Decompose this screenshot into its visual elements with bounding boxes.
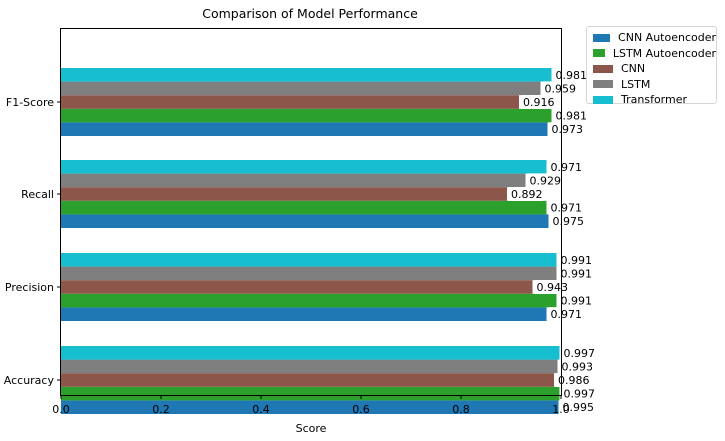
x-tick-label: 0.0 — [52, 403, 70, 416]
value-label-background — [550, 214, 585, 229]
bar-f1-score-lstm-autoencoder — [61, 108, 552, 123]
value-label: 0.973 — [552, 123, 584, 136]
legend-item: CNN — [593, 61, 716, 77]
legend-label: LSTM Autoencoder — [612, 46, 716, 60]
value-label-background — [556, 373, 590, 387]
bar-recall-cnn — [61, 187, 507, 201]
bar-precision-cnn — [61, 280, 533, 294]
value-label: 0.975 — [553, 215, 585, 228]
x-tick-label: 0.4 — [252, 403, 270, 416]
legend-item: LSTM Autoencoder — [593, 46, 716, 62]
bar-f1-score-cnn-autoencoder — [61, 122, 548, 136]
x-axis-ticks: 0.0 0.2 0.4 0.6 0.8 1.0 — [52, 395, 570, 416]
value-label-background — [509, 187, 543, 201]
value-label-background — [561, 345, 596, 360]
value-label: 0.995 — [563, 401, 595, 414]
value-label: 0.991 — [561, 267, 593, 280]
legend-item: LSTM — [593, 77, 716, 93]
value-label-background — [548, 159, 583, 174]
value-label: 0.997 — [564, 347, 596, 360]
y-tick-label: Accuracy — [4, 374, 55, 387]
bar-accuracy-lstm-autoencoder — [61, 386, 560, 401]
value-label-background — [560, 400, 595, 415]
bar-precision-transformer — [61, 253, 557, 267]
legend-swatch — [593, 64, 613, 73]
bar-f1-score-transformer — [61, 68, 552, 82]
value-label-background — [558, 293, 593, 308]
bar-accuracy-cnn-autoencoder — [61, 400, 559, 414]
x-tick-label: 1.0 — [552, 403, 570, 416]
x-axis-label: Score — [296, 422, 327, 435]
value-label-background — [534, 280, 569, 294]
value-label-background — [542, 81, 577, 96]
x-tick-label: 0.2 — [152, 403, 170, 416]
legend-label: Transformer — [621, 93, 688, 107]
value-label: 0.971 — [551, 308, 583, 321]
value-label: 0.971 — [551, 161, 583, 174]
y-tick-label: Precision — [5, 281, 54, 294]
value-label: 0.959 — [545, 82, 577, 95]
y-tick-label: F1-Score — [6, 96, 54, 109]
value-label: 0.943 — [537, 281, 569, 294]
value-label: 0.892 — [511, 188, 543, 201]
value-label: 0.991 — [561, 254, 593, 267]
legend-label: CNN — [621, 62, 646, 76]
bar-precision-lstm — [61, 266, 557, 281]
bars-group — [61, 68, 560, 414]
value-label-background — [521, 95, 555, 109]
value-label-background — [558, 266, 593, 281]
value-label: 0.997 — [564, 388, 596, 401]
value-label: 0.981 — [556, 110, 588, 123]
value-label-background — [527, 173, 562, 188]
bar-precision-lstm-autoencoder — [61, 293, 557, 308]
value-label-background — [548, 307, 583, 322]
bar-f1-score-lstm — [61, 81, 541, 96]
plot-area-frame — [60, 28, 562, 396]
bar-accuracy-lstm — [61, 359, 558, 374]
y-tick-label: Recall — [21, 188, 54, 201]
bar-recall-lstm-autoencoder — [61, 200, 547, 215]
value-label: 0.971 — [551, 202, 583, 215]
bar-precision-cnn-autoencoder — [61, 307, 547, 321]
bar-f1-score-cnn — [61, 95, 519, 109]
value-labels-group: 0.9950.9970.9860.9930.9970.9710.9910.943… — [509, 67, 596, 415]
legend-label: LSTM — [621, 77, 651, 91]
legend-item: CNN Autoencoder — [593, 30, 716, 46]
legend-item: Transformer — [593, 92, 716, 108]
value-label: 0.916 — [523, 96, 555, 109]
value-label-background — [558, 252, 593, 267]
legend-swatch — [593, 80, 613, 89]
value-label-background — [548, 200, 583, 215]
value-label: 0.929 — [530, 174, 562, 187]
bar-accuracy-transformer — [61, 346, 560, 360]
value-label-background — [561, 386, 596, 401]
x-tick-label: 0.6 — [352, 403, 370, 416]
legend-label: CNN Autoencoder — [618, 31, 716, 45]
x-tick-label: 0.8 — [452, 403, 470, 416]
legend-swatch — [593, 95, 613, 104]
bar-recall-transformer — [61, 160, 547, 174]
bar-accuracy-cnn — [61, 373, 554, 387]
value-label: 0.986 — [558, 374, 590, 387]
value-label-background — [549, 122, 584, 137]
bar-recall-lstm — [61, 173, 526, 188]
bar-recall-cnn-autoencoder — [61, 214, 549, 228]
value-label-background — [559, 359, 594, 374]
y-axis-ticks: Accuracy Precision Recall F1-Score — [4, 96, 61, 387]
legend: CNN Autoencoder LSTM Autoencoder CNN LSTM Tr… — [586, 26, 717, 106]
value-label: 0.991 — [561, 295, 593, 308]
legend-swatch — [593, 33, 611, 42]
value-label: 0.981 — [556, 69, 588, 82]
value-label: 0.993 — [562, 360, 594, 373]
legend-swatch — [593, 49, 605, 58]
chart-title: Comparison of Model Performance — [202, 6, 418, 21]
